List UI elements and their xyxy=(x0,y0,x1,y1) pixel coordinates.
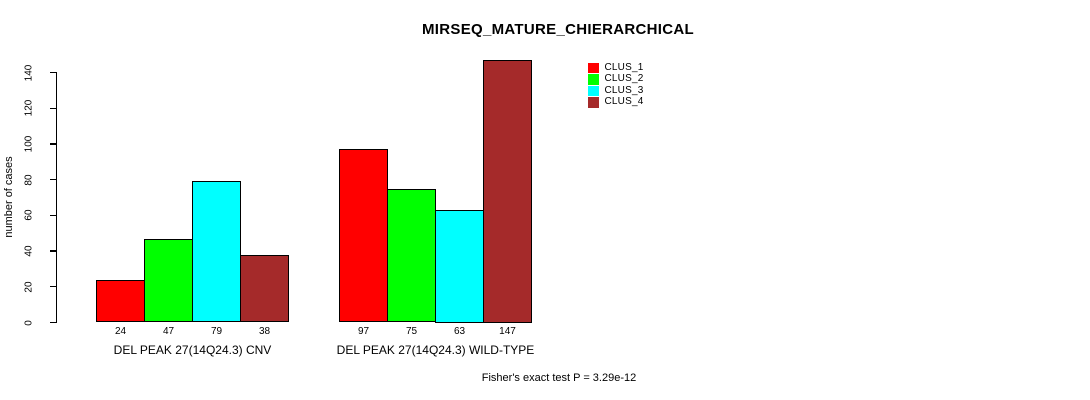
bar-value-label: 63 xyxy=(453,326,466,337)
y-axis-line xyxy=(56,72,58,323)
legend-label: CLUS_1 xyxy=(604,61,644,73)
bar-clus_3-group2 xyxy=(435,210,484,323)
chart-title: MIRSEQ_MATURE_CHIERARCHICAL xyxy=(422,21,694,38)
y-tick-mark xyxy=(50,179,57,181)
bar-value-label: 147 xyxy=(499,326,516,337)
bar-value-label: 97 xyxy=(357,326,370,337)
y-tick-label: 60 xyxy=(23,209,35,221)
x-axis-group-label-2: DEL PEAK 27(14Q24.3) WILD-TYPE xyxy=(336,343,535,357)
y-tick-mark xyxy=(50,214,57,216)
bar-clus_4-group2 xyxy=(483,60,532,323)
bar-value-label: 24 xyxy=(114,326,127,337)
y-tick-label: 20 xyxy=(23,281,35,293)
y-tick-mark xyxy=(50,71,57,74)
y-tick-label: 100 xyxy=(23,135,35,153)
y-tick-label: 120 xyxy=(23,99,35,117)
y-tick-mark xyxy=(50,286,57,288)
legend-item: CLUS_2 xyxy=(588,74,644,86)
legend-item: CLUS_1 xyxy=(588,62,644,74)
legend: CLUS_1 CLUS_2 CLUS_3 CLUS_4 xyxy=(588,62,644,108)
bar-clus_1-group2 xyxy=(339,149,388,323)
bar-value-label: 47 xyxy=(162,326,175,337)
y-tick-mark xyxy=(50,143,57,145)
x-axis-group-label-1: DEL PEAK 27(14Q24.3) CNV xyxy=(113,343,272,357)
y-tick-label: 0 xyxy=(23,319,35,326)
bar-value-label: 79 xyxy=(210,326,223,337)
legend-label: CLUS_4 xyxy=(604,96,644,108)
y-tick-mark xyxy=(50,250,57,252)
annotation-text: Fisher's exact test P = 3.29e-12 xyxy=(481,372,637,384)
bar-clus_2-group2 xyxy=(387,188,436,323)
legend-item: CLUS_4 xyxy=(588,97,644,109)
legend-label: CLUS_2 xyxy=(604,73,644,85)
legend-swatch-icon xyxy=(588,97,599,108)
legend-swatch-icon xyxy=(588,62,599,73)
bar-clus_2-group1 xyxy=(144,238,193,323)
bar-clus_4-group1 xyxy=(240,254,289,323)
bar-value-label: 75 xyxy=(405,326,418,337)
legend-swatch-icon xyxy=(588,74,599,85)
y-tick-label: 40 xyxy=(23,245,35,257)
y-tick-mark xyxy=(50,321,57,324)
bar-clus_1-group1 xyxy=(96,279,145,323)
bar-value-label: 38 xyxy=(258,326,271,337)
legend-label: CLUS_3 xyxy=(604,84,644,96)
y-tick-label: 140 xyxy=(23,64,35,81)
y-tick-label: 80 xyxy=(23,174,35,186)
legend-swatch-icon xyxy=(588,85,599,96)
y-axis-label: number of cases xyxy=(3,156,15,238)
y-tick-mark xyxy=(50,107,57,109)
bar-clus_3-group1 xyxy=(192,181,241,323)
legend-item: CLUS_3 xyxy=(588,85,644,97)
